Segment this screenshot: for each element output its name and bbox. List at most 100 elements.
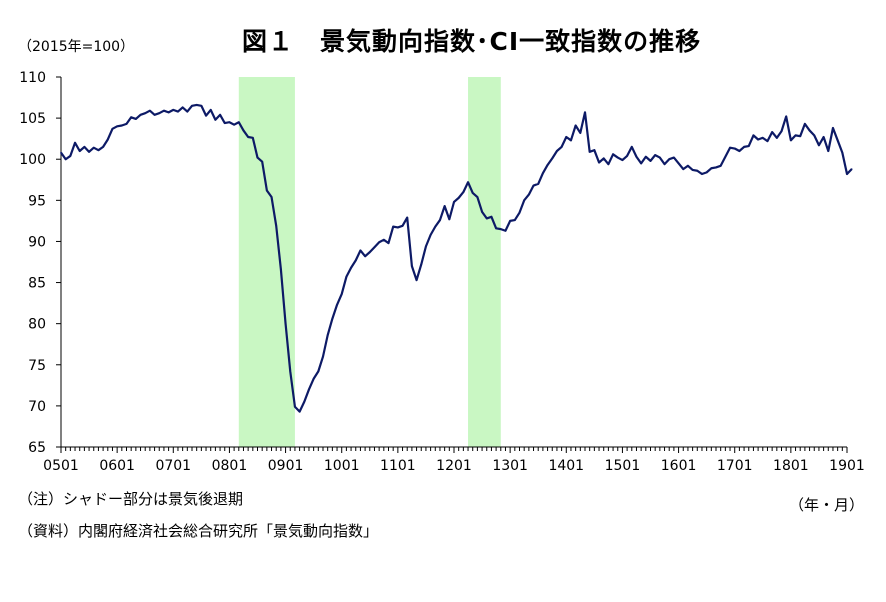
data-point [340, 293, 343, 295]
recession-shade-2 [468, 77, 501, 447]
data-point [453, 201, 455, 203]
y-axis: 65 70 75 80 85 90 95 100 105 110 [19, 70, 62, 456]
data-point [64, 158, 67, 161]
data-point [504, 229, 507, 232]
data-point [663, 163, 666, 165]
data-point [312, 377, 315, 380]
note-source: （資料）内閣府経済社会総合研究所「景気動向指数」 [18, 522, 379, 540]
data-point [392, 225, 394, 228]
y-tick-label: 100 [19, 152, 46, 168]
data-point [598, 161, 600, 164]
data-point [850, 168, 853, 170]
x-tick-label: 0601 [99, 458, 135, 474]
data-point [556, 150, 558, 152]
data-point [481, 211, 483, 213]
data-point [317, 370, 320, 373]
data-point [214, 118, 217, 121]
data-point [69, 155, 72, 157]
data-point [799, 135, 802, 137]
data-point [645, 155, 647, 158]
data-point [345, 276, 348, 278]
data-point [397, 226, 399, 229]
data-point [499, 228, 502, 230]
data-point [518, 211, 521, 214]
data-point [439, 219, 441, 221]
x-unit-label: （年・月） [788, 496, 864, 514]
data-point [88, 151, 90, 153]
data-point [593, 149, 596, 151]
data-point [630, 146, 633, 148]
data-point [200, 104, 203, 107]
data-point [420, 263, 423, 266]
data-point [322, 355, 324, 358]
data-point [270, 196, 273, 198]
data-point [359, 249, 362, 252]
data-point [528, 193, 530, 196]
data-point [298, 410, 301, 413]
data-point [546, 164, 549, 166]
data-point [280, 268, 282, 271]
data-point [303, 400, 306, 403]
data-point [106, 138, 109, 141]
data-point [111, 128, 114, 130]
data-point [242, 129, 245, 132]
data-point [336, 303, 338, 306]
data-point [247, 136, 249, 138]
x-tick-label: 1401 [548, 458, 584, 474]
data-point [237, 121, 240, 124]
x-tick-label: 0701 [155, 458, 191, 474]
data-point [715, 166, 717, 169]
data-point [228, 121, 231, 124]
series-line [60, 103, 853, 413]
data-point [485, 217, 488, 220]
data-point [172, 109, 175, 111]
x-tick-label: 1601 [661, 458, 697, 474]
data-point [514, 219, 516, 221]
data-point [195, 104, 198, 106]
unit-label: （2015年=100） [18, 39, 135, 55]
data-point [261, 160, 263, 163]
data-point [841, 151, 844, 154]
data-point [813, 134, 816, 137]
data-point [153, 114, 156, 116]
data-point [139, 114, 142, 116]
data-point [532, 184, 535, 187]
data-point [144, 112, 147, 114]
data-point [205, 114, 207, 117]
data-point [612, 153, 614, 156]
data-point [266, 189, 268, 192]
data-point [677, 162, 680, 165]
data-point [729, 146, 731, 149]
data-point [495, 227, 497, 230]
data-point [836, 139, 839, 142]
data-point [364, 255, 366, 258]
data-point [542, 172, 544, 174]
data-point [60, 151, 62, 154]
data-point [467, 181, 469, 184]
x-tick-label: 1101 [380, 458, 416, 474]
x-tick-label: 1901 [829, 458, 865, 474]
x-tick-label: 0901 [268, 458, 304, 474]
data-point [659, 156, 661, 159]
x-tick-label: 1801 [773, 458, 809, 474]
data-point [776, 137, 778, 139]
data-point [626, 155, 628, 157]
data-point [682, 168, 685, 170]
data-point [130, 116, 132, 119]
data-point [83, 146, 86, 148]
data-point [149, 109, 151, 112]
data-point [209, 109, 212, 111]
data-point [102, 146, 104, 148]
data-point [574, 124, 577, 127]
data-point [733, 147, 736, 150]
data-point [579, 132, 582, 134]
data-point [584, 111, 586, 114]
y-tick-label: 90 [28, 234, 46, 250]
y-tick-label: 110 [19, 70, 46, 86]
x-tick-label: 1501 [605, 458, 641, 474]
data-point [757, 138, 759, 141]
data-point [378, 241, 380, 244]
data-point [125, 123, 128, 125]
data-point [308, 388, 310, 391]
data-point [705, 171, 708, 174]
